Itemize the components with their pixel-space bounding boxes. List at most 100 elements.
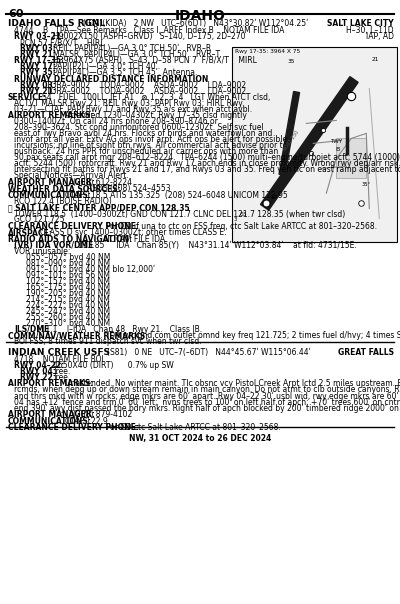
- Text: Rwy 17-35: 3964 X 75: Rwy 17-35: 3964 X 75: [235, 49, 300, 54]
- Text: 245°–247° byd 40 NM: 245°–247° byd 40 NM: [26, 307, 110, 316]
- Text: For CD ctc Salt Lake ARTCC at 801–320–2568.: For CD ctc Salt Lake ARTCC at 801–320–25…: [106, 423, 281, 432]
- Text: H–30, L–11D: H–30, L–11D: [346, 25, 394, 34]
- Text: RWY 21:: RWY 21:: [20, 86, 56, 95]
- Text: REIL, PAPI(P4L)—GA 3.0° TCH 50ʹ.  RVR–R: REIL, PAPI(P4L)—GA 3.0° TCH 50ʹ. RVR–R: [53, 44, 211, 53]
- Text: COMM/NAV/WEATHER REMARKS:: COMM/NAV/WEATHER REMARKS:: [8, 332, 148, 341]
- Text: 03: 03: [240, 212, 248, 217]
- Text: H9002X150 (ASPH–GRVD)   S–140, D–175, 2D–270: H9002X150 (ASPH–GRVD) S–140, D–175, 2D–2…: [53, 32, 246, 41]
- Text: TORA–9002    TODA–9002    ASDA–9002    LDA–9002: TORA–9002 TODA–9002 ASDA–9002 LDA–9002: [46, 80, 246, 89]
- Text: PCN 57 F/B/X/T    HIRL: PCN 57 F/B/X/T HIRL: [20, 38, 104, 47]
- Text: 224°–227° byd 40 NM: 224°–227° byd 40 NM: [26, 301, 110, 310]
- Text: PAPI(P4L)—GA 3.5° TCH 45ʹ. Antenna.: PAPI(P4L)—GA 3.5° TCH 45ʹ. Antenna.: [53, 68, 197, 77]
- Text: 111.1    I–IDA   Chan 48   Rwy 21.   Class IB.: 111.1 I–IDA Chan 48 Rwy 21. Class IB.: [36, 325, 202, 334]
- Text: AIRPORT REMARKS:: AIRPORT REMARKS:: [8, 379, 93, 388]
- Text: AIRPORT MANAGER:: AIRPORT MANAGER:: [8, 178, 95, 187]
- Text: Attended 1230–0430Zt. Rwy 17–35 clsd nightly: Attended 1230–0430Zt. Rwy 17–35 clsd nig…: [65, 112, 247, 121]
- Text: 4744    B   TPA—See Remarks   Class I, ARFF Index B    NOTAM FILE IDA: 4744 B TPA—See Remarks Class I, ARFF Ind…: [14, 25, 284, 34]
- Text: 091°–101° byd 40 NM blo 12,000ʹ: 091°–101° byd 40 NM blo 12,000ʹ: [26, 265, 155, 274]
- Text: 4650X40 (DIRT)      0.7% up SW: 4650X40 (DIRT) 0.7% up SW: [53, 361, 174, 370]
- Text: NW, 31 OCT 2024 to 26 DEC 2024: NW, 31 OCT 2024 to 26 DEC 2024: [129, 434, 271, 443]
- Text: (VR) IDA VOR/DME: (VR) IDA VOR/DME: [14, 241, 93, 250]
- Text: For CD if una to ctc on FSS freq, ctc Salt Lake ARTCC at 801–320–2568.: For CD if una to ctc on FSS freq, ctc Sa…: [106, 222, 377, 231]
- Text: TORA–9002    TODA–9002    ASDA–9002    LDA–9002: TORA–9002 TODA–9002 ASDA–9002 LDA–9002: [46, 86, 246, 95]
- Text: (208) 879-4102: (208) 879-4102: [73, 410, 132, 419]
- Text: H3964X75 (ASPH)   S–43, D–58 PCN 7  F/B/X/T    MIRL: H3964X75 (ASPH) S–43, D–58 PCN 7 F/B/X/T…: [53, 56, 257, 65]
- Text: IDAHO FALLS RGNL: IDAHO FALLS RGNL: [8, 19, 105, 28]
- Text: RWY 03–21:: RWY 03–21:: [14, 32, 64, 41]
- Text: CLEARANCE DELIVERY PHONE:: CLEARANCE DELIVERY PHONE:: [8, 222, 139, 231]
- Text: B: B: [335, 147, 339, 152]
- Text: invof arpt all year. Extv AG ops invof arpt. Acft ops be alert for possible: invof arpt all year. Extv AG ops invof a…: [14, 135, 287, 144]
- Text: 03–21—CTAF. PAPI Rwy 17 and Rwy 35 a/s exc when atct avbl.: 03–21—CTAF. PAPI Rwy 17 and Rwy 35 a/s e…: [14, 105, 252, 114]
- Text: RWY 35:: RWY 35:: [20, 68, 56, 77]
- Text: SERVICE:: SERVICE:: [8, 93, 47, 102]
- Text: 60: 60: [8, 9, 24, 19]
- Text: 190°–205° byd 40 NM: 190°–205° byd 40 NM: [26, 289, 110, 298]
- Text: RWY 22:: RWY 22:: [20, 373, 56, 382]
- Text: CLEARANCE DELIVERY PHONE:: CLEARANCE DELIVERY PHONE:: [8, 423, 139, 432]
- Text: BOI FSS; 8 times 911 dispatch svc when twr clsd.: BOI FSS; 8 times 911 dispatch svc when t…: [14, 338, 202, 347]
- Bar: [336, 138, 366, 178]
- Text: RUNWAY DECLARED DISTANCE INFORMATION: RUNWAY DECLARED DISTANCE INFORMATION: [14, 74, 208, 83]
- Text: 30 pax seats call arpt mgr 208–612–8224.  TPA–6244 (1500) multi–engine/turbojet : 30 pax seats call arpt mgr 208–612–8224.…: [14, 153, 400, 162]
- Text: end 390ʹ awy dist passed the bdry mkrs. Right half of apch blocked by 200ʹ timbe: end 390ʹ awy dist passed the bdry mkrs. …: [14, 403, 400, 413]
- Text: WEATHER DATA SOURCES:: WEATHER DATA SOURCES:: [8, 184, 121, 193]
- Text: 102°–157° byd 40 NM: 102°–157° byd 40 NM: [26, 277, 110, 286]
- Text: RWY 17:: RWY 17:: [20, 62, 56, 71]
- Text: 35: 35: [287, 59, 294, 64]
- Text: 214°–215° byd 40 NM: 214°–215° byd 40 NM: [26, 295, 110, 304]
- Text: AIRPORT MANAGER:: AIRPORT MANAGER:: [8, 410, 95, 419]
- Text: GREAT FALLS: GREAT FALLS: [338, 348, 394, 357]
- Text: east of Twy Bravo avbl 24 hrs. Flocks of birds and waterfowl on and: east of Twy Bravo avbl 24 hrs. Flocks of…: [14, 129, 272, 138]
- Text: acft; 5244 (500) rotorcraft. Rwy 21 and Rwy 17 apch ends in close proximity. Wro: acft; 5244 (500) rotorcraft. Rwy 21 and …: [14, 159, 400, 169]
- Text: ILS/DME: ILS/DME: [14, 325, 49, 334]
- Text: Unattended. No winter maint. Tlc obsnc vcy Pistol Creek Arpt lctd 2.5 miles upst: Unattended. No winter maint. Tlc obsnc v…: [65, 379, 400, 388]
- Text: AIRSPACE:: AIRSPACE:: [8, 228, 53, 237]
- Text: pushback. 24 hrs PPR for unscheduled air carrier ops with more than: pushback. 24 hrs PPR for unscheduled air…: [14, 147, 278, 156]
- Text: incursions; no line of sight btn rwys. All commercial acft advise prior to: incursions; no line of sight btn rwys. A…: [14, 141, 287, 150]
- Text: IDAHO: IDAHO: [174, 9, 226, 23]
- Text: 17: 17: [270, 195, 277, 200]
- Text: NOTAM FILE IDA.: NOTAM FILE IDA.: [104, 235, 167, 244]
- Text: RWY 04–22:: RWY 04–22:: [14, 361, 64, 370]
- Text: 165°–175° byd 40 NM: 165°–175° byd 40 NM: [26, 283, 110, 292]
- Text: VOR unusable:: VOR unusable:: [14, 247, 70, 256]
- Text: rcmds, when depg up or down stream remain in main canyon. Do not atmt to clb out: rcmds, when depg up or down stream remai…: [14, 385, 400, 394]
- Text: 113.85     IDA   Chan 85(Y)    N43°31.14ʹ W112°03.84ʹ    at fld: 4731/15E.: 113.85 IDA Chan 85(Y) N43°31.14ʹ W112°03…: [78, 241, 357, 250]
- Text: SALT LAKE CITY: SALT LAKE CITY: [327, 19, 394, 28]
- Text: 04 has +12ʹ fence and trm 0ʹ 60ʹ left;  nvns trees to 100ʹ on left half of apch;: 04 has +12ʹ fence and trm 0ʹ 60ʹ left; n…: [14, 397, 400, 406]
- Text: RWY 21:: RWY 21:: [20, 50, 56, 59]
- Text: ACTVT MALSR Rwy 21; REIL Rwy 03; PAPI Rwy 03; HIRL Rwy: ACTVT MALSR Rwy 21; REIL Rwy 03; PAPI Rw…: [14, 99, 243, 108]
- Text: Special Notices—Arrival Alert.: Special Notices—Arrival Alert.: [14, 172, 129, 181]
- Text: 9002 150: 9002 150: [282, 129, 300, 152]
- Text: 255°–260° byd 40 NM: 255°–260° byd 40 NM: [26, 313, 110, 322]
- Text: 091°–101° byd 56 NM: 091°–101° byd 56 NM: [26, 271, 110, 280]
- Text: 21: 21: [372, 57, 379, 62]
- Text: S4   FUEL  100LL, JET A1   ⊗ 1, 2, 3, 4   LGT When ATCT clsd,: S4 FUEL 100LL, JET A1 ⊗ 1, 2, 3, 4 LGT W…: [42, 93, 270, 102]
- Text: and thrs mkd with w rocks; edge mkrs are 60ʹ apart. Rwy 04–22 30ʹ usbl wid, rwy : and thrs mkd with w rocks; edge mkrs are…: [14, 391, 400, 400]
- Text: 270°–310° byd 40 NM: 270°–310° byd 40 NM: [26, 319, 110, 328]
- Text: 3: 3: [234, 217, 238, 222]
- Text: CTAF 118.5 ATIS 135.325  (208) 524–6048 UNICOM 122.95: CTAF 118.5 ATIS 135.325 (208) 524–6048 U…: [65, 191, 288, 200]
- Text: INDIAN CREEK USFS: INDIAN CREEK USFS: [8, 348, 110, 357]
- Text: 35°: 35°: [362, 182, 371, 187]
- Text: COMMUNICATIONS:: COMMUNICATIONS:: [8, 191, 92, 200]
- Text: ASOS (208) 524–4553: ASOS (208) 524–4553: [87, 184, 171, 193]
- Text: TWY: TWY: [330, 139, 342, 144]
- Text: RCO 122.4 (BOISE RADIO): RCO 122.4 (BOISE RADIO): [14, 197, 112, 206]
- Text: AIRPORT REMARKS:: AIRPORT REMARKS:: [8, 112, 93, 121]
- Text: CLASS D svc 1400–0300Zt; other times CLASS E.: CLASS D svc 1400–0300Zt; other times CLA…: [40, 228, 226, 237]
- Text: IAP, AD: IAP, AD: [366, 32, 394, 41]
- Text: (S81)   0 NE   UTC–7(–6DT)   N44°45.67ʹ W115°06.44ʹ: (S81) 0 NE UTC–7(–6DT) N44°45.67ʹ W115°0…: [107, 348, 311, 357]
- Polygon shape: [279, 92, 300, 175]
- Text: Intersecting flt paths for Rwys 21 and 17, and Rwys 03 and 35. Freq veh tlc on e: Intersecting flt paths for Rwys 21 and 1…: [14, 165, 400, 175]
- Text: 055°–057° byd 40 NM: 055°–057° byd 40 NM: [26, 253, 110, 262]
- Bar: [232, 47, 397, 242]
- Text: 208–390–3624. Stc cond unmonitored 0600–1230Zt. Self svc fuel: 208–390–3624. Stc cond unmonitored 0600–…: [14, 123, 264, 132]
- Text: Tree.: Tree.: [53, 367, 71, 376]
- Text: RWY 17–35:: RWY 17–35:: [14, 56, 64, 65]
- Text: 4718    NOTAM FILE BOI: 4718 NOTAM FILE BOI: [14, 355, 104, 364]
- Text: (IDA)(KIDA)   2 NW   UTC–6(6DT)   N43°30.82ʹ W112°04.25ʹ: (IDA)(KIDA) 2 NW UTC–6(6DT) N43°30.82ʹ W…: [83, 19, 308, 28]
- Text: 081°–090° byd 40 NM: 081°–090° byd 40 NM: [26, 259, 110, 268]
- Text: Ⓡ SALT LAKE CENTER APP/DEP CON 128.35: Ⓡ SALT LAKE CENTER APP/DEP CON 128.35: [8, 204, 190, 213]
